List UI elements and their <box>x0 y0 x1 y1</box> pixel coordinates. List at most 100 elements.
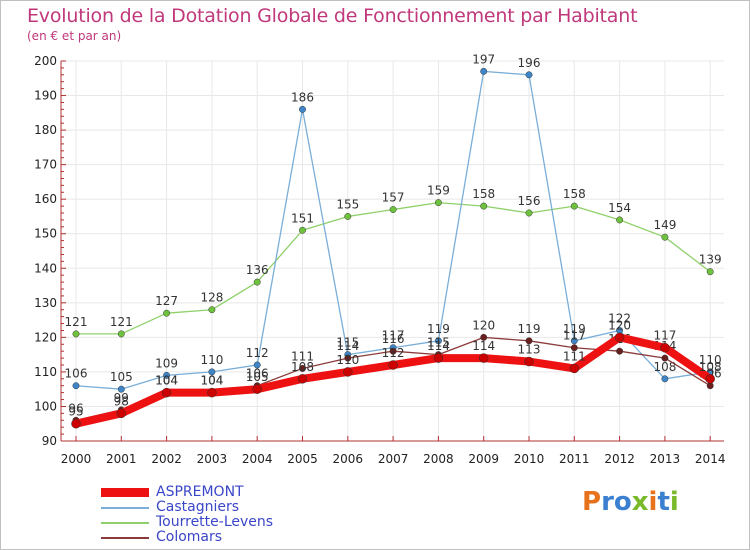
data-label-colomars-2005: 111 <box>291 349 314 363</box>
y-tick-label-180: 180 <box>34 123 57 137</box>
point-tourrette-levens-2004 <box>253 278 261 286</box>
x-tick-label-2008: 2008 <box>423 452 454 466</box>
data-label-castagniers-2012: 122 <box>608 311 631 325</box>
point-colomars-2007 <box>389 347 397 355</box>
point-castagniers-2004 <box>253 361 261 369</box>
point-aspremont-2014 <box>705 374 715 384</box>
data-label-aspremont-2014: 108 <box>699 360 722 374</box>
x-tick-label-2014: 2014 <box>695 452 726 466</box>
point-tourrette-levens-2014 <box>706 268 714 276</box>
point-aspremont-2012 <box>614 332 625 343</box>
data-label-tourrette-levens-2012: 154 <box>608 201 631 215</box>
x-tick-label-2005: 2005 <box>287 452 318 466</box>
legend-label-tourrette-levens: Tourrette-Levens <box>156 514 274 530</box>
point-aspremont-2007 <box>388 360 398 370</box>
y-tick-label-150: 150 <box>34 227 57 241</box>
data-label-castagniers-2007: 117 <box>382 329 405 343</box>
data-label-tourrette-levens-2011: 158 <box>563 187 586 201</box>
legend-item-aspremont: ASPREMONT <box>101 484 401 500</box>
point-castagniers-2003 <box>208 368 216 376</box>
y-tick-label-190: 190 <box>34 89 57 103</box>
data-label-aspremont-2013: 117 <box>653 329 676 343</box>
y-tick-label-170: 170 <box>34 158 57 172</box>
logo-letter: r <box>601 487 614 517</box>
x-tick-label-2002: 2002 <box>151 452 182 466</box>
point-castagniers-2010 <box>525 71 533 79</box>
point-colomars-2005 <box>299 365 306 372</box>
point-tourrette-levens-2001 <box>117 330 125 338</box>
point-aspremont-2000 <box>71 418 81 429</box>
point-colomars-2011 <box>570 344 578 352</box>
point-castagniers-2013 <box>661 375 669 383</box>
x-tick-label-2003: 2003 <box>197 452 228 466</box>
data-label-aspremont-2003: 104 <box>200 374 223 388</box>
x-tick-label-2006: 2006 <box>333 452 364 466</box>
data-label-castagniers-2014: 110 <box>699 353 722 367</box>
data-label-aspremont-2004: 105 <box>246 370 269 384</box>
data-label-tourrette-levens-2005: 151 <box>291 211 314 225</box>
point-castagniers-2011 <box>570 337 578 345</box>
data-label-tourrette-levens-2014: 139 <box>699 253 722 267</box>
x-tick-label-2011: 2011 <box>559 452 590 466</box>
point-aspremont-2002 <box>161 387 172 398</box>
chart-title: Evolution de la Dotation Globale de Fonc… <box>27 5 638 27</box>
point-aspremont-2010 <box>524 356 534 367</box>
data-label-colomars-2002: 104 <box>155 374 178 388</box>
y-tick-label-90: 90 <box>42 434 57 448</box>
data-label-colomars-2008: 115 <box>427 336 450 350</box>
point-colomars-2009 <box>480 333 488 341</box>
data-label-aspremont-2002: 104 <box>155 374 178 388</box>
data-label-castagniers-2003: 110 <box>200 353 223 367</box>
x-tick-label-2010: 2010 <box>514 452 545 466</box>
point-castagniers-2001 <box>117 385 125 393</box>
data-label-aspremont-2005: 108 <box>291 360 314 374</box>
point-tourrette-levens-2013 <box>661 233 669 241</box>
logo-letter: i <box>648 487 658 517</box>
legend-swatch-castagniers <box>101 507 149 509</box>
legend-label-castagniers: Castagniers <box>156 499 240 515</box>
point-aspremont-2008 <box>433 353 444 363</box>
point-tourrette-levens-2012 <box>616 216 624 224</box>
y-tick-label-160: 160 <box>34 192 57 206</box>
point-tourrette-levens-2003 <box>208 306 216 314</box>
data-label-colomars-2009: 120 <box>472 318 495 332</box>
x-tick-label-2012: 2012 <box>604 452 635 466</box>
data-label-aspremont-2011: 111 <box>563 349 586 363</box>
point-castagniers-2000 <box>72 382 80 390</box>
x-tick-label-2009: 2009 <box>468 452 499 466</box>
data-label-tourrette-levens-2007: 157 <box>382 191 405 205</box>
proxiti-logo: Proxiti <box>582 487 679 517</box>
data-label-castagniers-2004: 112 <box>246 346 269 360</box>
data-label-tourrette-levens-2002: 127 <box>155 294 178 308</box>
point-castagniers-2009 <box>480 67 488 75</box>
y-tick-label-120: 120 <box>34 330 57 344</box>
data-label-aspremont-2010: 113 <box>518 343 541 357</box>
point-aspremont-2003 <box>207 387 217 398</box>
legend-item-tourrette-levens: Tourrette-Levens <box>101 514 401 530</box>
point-aspremont-2013 <box>660 342 670 353</box>
legend-label-colomars: Colomars <box>156 529 223 545</box>
data-label-colomars-2010: 119 <box>518 322 541 336</box>
y-tick-label-140: 140 <box>34 261 57 275</box>
x-tick-label-2001: 2001 <box>106 452 137 466</box>
point-tourrette-levens-2011 <box>570 202 578 210</box>
logo-letter: P <box>582 487 602 517</box>
data-label-colomars-2006: 114 <box>336 339 359 353</box>
data-label-aspremont-2007: 112 <box>382 346 405 360</box>
data-label-tourrette-levens-2013: 149 <box>653 218 676 232</box>
legend-item-colomars: Colomars <box>101 529 401 545</box>
point-aspremont-2009 <box>478 353 489 363</box>
data-label-castagniers-2001: 105 <box>110 370 133 384</box>
point-tourrette-levens-2002 <box>163 309 171 317</box>
data-label-castagniers-2009: 197 <box>472 52 495 66</box>
data-label-colomars-2003: 104 <box>200 374 223 388</box>
data-label-aspremont-2009: 114 <box>472 339 495 353</box>
legend-item-castagniers: Castagniers <box>101 499 401 515</box>
data-label-colomars-2001: 99 <box>114 391 129 405</box>
data-label-castagniers-2002: 109 <box>155 356 178 370</box>
point-tourrette-levens-2000 <box>72 330 80 338</box>
point-aspremont-2011 <box>569 363 580 374</box>
x-tick-label-2004: 2004 <box>242 452 273 466</box>
